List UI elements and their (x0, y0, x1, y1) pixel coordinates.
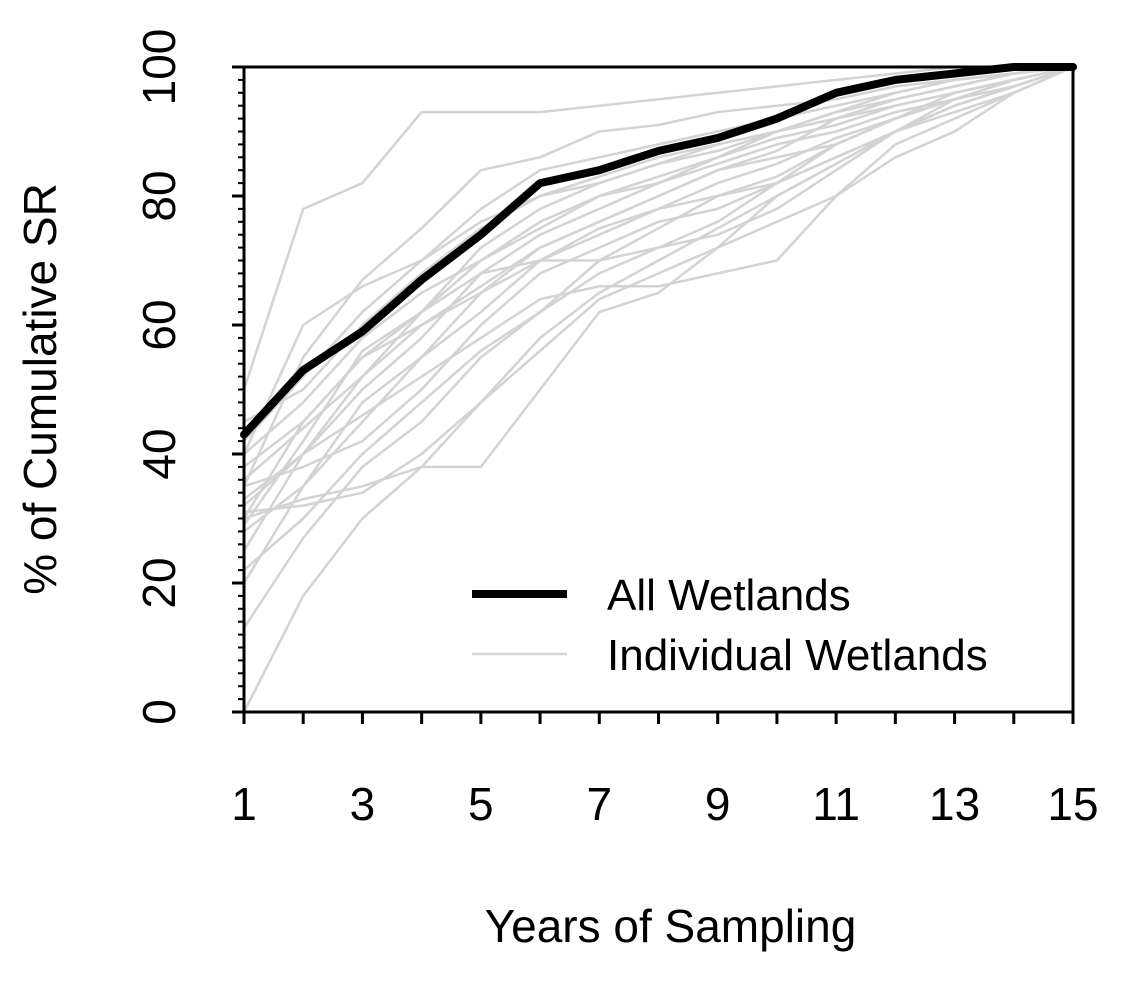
x-axis-title: Years of Sampling (485, 900, 857, 952)
legend-label-individual-wetlands: Individual Wetlands (607, 631, 988, 680)
y-tick-label: 80 (133, 170, 185, 221)
y-axis-tick-labels: 0 20 40 60 80 100 (133, 29, 185, 725)
individual-wetland-line-18 (242, 65, 1074, 526)
x-tick-label: 7 (586, 778, 612, 830)
individual-wetland-line-21 (242, 65, 1074, 455)
y-minor-ticks (232, 65, 244, 714)
y-axis-title: % of Cumulative SR (14, 183, 66, 595)
individual-wetland-line-1 (242, 65, 1073, 390)
x-tick-label: 11 (812, 778, 860, 830)
y-tick-label: 100 (133, 29, 185, 106)
x-tick-label: 15 (1047, 778, 1098, 830)
individual-wetland-line-20 (243, 65, 1074, 572)
x-tick-label: 3 (350, 778, 376, 830)
y-tick-label: 0 (133, 699, 185, 725)
individual-wetland-line-13 (243, 65, 1074, 533)
individual-wetland-line-12 (243, 65, 1074, 423)
individual-wetland-line-14 (243, 65, 1074, 468)
x-tick-label: 1 (231, 778, 257, 830)
y-tick-label: 40 (133, 428, 185, 479)
individual-wetland-line-2 (242, 65, 1074, 487)
all-wetlands-line (240, 63, 1077, 439)
x-axis-ticks (242, 712, 1075, 724)
x-axis-tick-labels: 1 3 5 7 9 11 13 15 (231, 778, 1098, 830)
legend: All Wetlands Individual Wetlands (472, 571, 988, 680)
individual-wetland-lines (242, 65, 1074, 713)
legend-label-all-wetlands: All Wetlands (607, 571, 851, 620)
x-tick-label: 13 (929, 778, 980, 830)
individual-wetland-line-16 (243, 65, 1074, 514)
individual-wetland-line-4 (242, 65, 1074, 552)
individual-wetland-line-9 (243, 65, 1074, 488)
y-tick-label: 20 (133, 557, 185, 608)
x-tick-label: 9 (705, 778, 731, 830)
x-tick-label: 5 (468, 778, 494, 830)
y-tick-label: 60 (133, 299, 185, 350)
all-wetlands-line-group (240, 63, 1077, 439)
individual-wetland-line-19 (243, 65, 1074, 481)
individual-wetland-line-15 (243, 65, 1074, 501)
